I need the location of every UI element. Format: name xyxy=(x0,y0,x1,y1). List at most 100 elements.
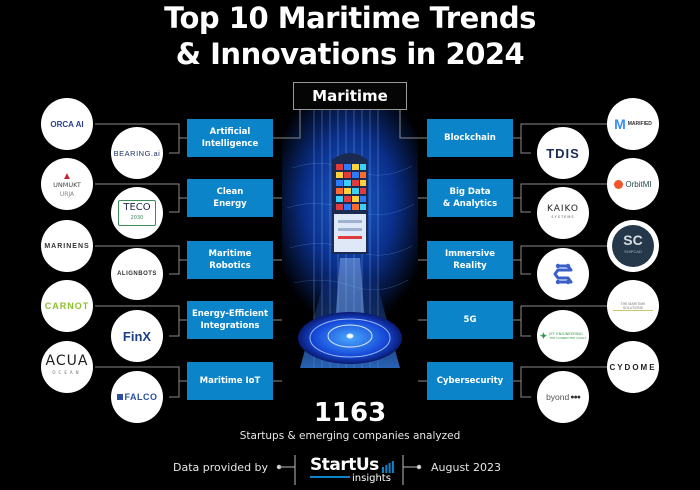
logo-finx[interactable]: FinX xyxy=(111,310,163,362)
brand-sub: insights xyxy=(352,473,391,484)
trend-label: Intelligence xyxy=(201,139,259,149)
trend-maritime-robotics[interactable]: Maritime Robotics xyxy=(187,241,273,279)
logo-carnot[interactable]: CARNOT xyxy=(41,280,93,332)
brand-underline xyxy=(310,476,350,478)
logo-text: JET ENGINEERING xyxy=(549,331,583,336)
connector-right-5 xyxy=(513,366,607,398)
connector-center-right-1 xyxy=(399,110,427,139)
trend-label: Immersive xyxy=(444,249,496,259)
logo-text: TECO xyxy=(123,202,151,213)
page-title-line-1: Top 10 Maritime Trends xyxy=(164,1,536,35)
trend-blockchain[interactable]: Blockchain xyxy=(427,119,513,157)
connector-left-1 xyxy=(95,123,187,154)
connector-left-5 xyxy=(95,366,187,398)
brand-name: StartUs xyxy=(310,455,379,475)
square-icon xyxy=(116,394,123,400)
trend-label: Energy xyxy=(213,199,247,209)
logo-text: URJA xyxy=(59,191,75,198)
trend-energy-efficient-integrations[interactable]: Energy-Efficient Integrations xyxy=(187,301,273,339)
container-ship xyxy=(332,153,368,254)
logo-text: FinX xyxy=(122,328,152,344)
trend-label: Clean xyxy=(216,187,244,197)
connector-right-4 xyxy=(513,305,607,337)
logo-teco-2030[interactable]: TECO 2030 xyxy=(111,187,163,239)
trend-5g[interactable]: 5G xyxy=(427,301,513,339)
logo-text: TDIS xyxy=(546,145,580,161)
logo-text: 2030 xyxy=(130,215,144,221)
trend-maritime-iot[interactable]: Maritime IoT xyxy=(187,362,273,400)
m-icon: M xyxy=(614,116,626,132)
connector-right-3 xyxy=(513,245,607,275)
logo-falco[interactable]: FALCO xyxy=(111,371,163,423)
ship-illustration xyxy=(282,108,418,368)
logo-text: ORCA AI xyxy=(50,119,84,129)
logo-text: ALIGNBOTS xyxy=(117,271,157,277)
trend-label: Energy-Efficient xyxy=(191,309,269,319)
logo-acua-ocean[interactable]: ACUA OCEAN xyxy=(41,341,93,393)
trend-big-data-analytics[interactable]: Big Data & Analytics xyxy=(427,179,513,217)
logo-text: byond xyxy=(546,392,570,402)
trend-label: Cybersecurity xyxy=(436,376,504,386)
logo-text: MARINENS xyxy=(44,242,90,250)
logo-unmukt-urja[interactable]: ▲ UNMUKT URJA xyxy=(41,158,93,210)
trend-cybersecurity[interactable]: Cybersecurity xyxy=(427,362,513,400)
logo-alignbots[interactable]: ALIGNBOTS xyxy=(111,248,163,300)
connector-right-1 xyxy=(513,123,607,154)
data-provided-by-label: Data provided by xyxy=(173,461,269,474)
figure-icon: ✦ xyxy=(539,330,548,341)
connector-center-left-1 xyxy=(273,110,301,139)
logo-cydome[interactable]: CYDOME xyxy=(607,341,659,393)
connector-right-2 xyxy=(513,183,607,213)
startup-count: 1163 xyxy=(313,398,387,428)
trend-clean-energy[interactable]: Clean Energy xyxy=(187,179,273,217)
logo-tdis[interactable]: TDIS xyxy=(537,127,589,179)
logo-marified[interactable]: M MARIFIED xyxy=(607,98,659,150)
logo-text: FALCO xyxy=(124,392,158,402)
startup-count-label: Startups & emerging companies analyzed xyxy=(239,430,461,442)
bull-icon: ▲ xyxy=(62,171,72,182)
logo-text: BEARING.ai xyxy=(113,148,161,158)
logo-orbitmi[interactable]: OrbitMI xyxy=(607,158,659,210)
logo-shipcad[interactable]: SC SHIPCAD xyxy=(607,220,659,272)
connector-left-2 xyxy=(95,183,187,213)
logo-text: UNMUKT xyxy=(53,181,81,189)
logo-the-maritime-solutions[interactable]: THE MARITIME SOLUTIONS xyxy=(607,280,659,332)
logo-text: OrbitMI xyxy=(625,179,652,189)
logo-text: CARNOT xyxy=(44,301,90,311)
trend-label: & Analytics xyxy=(442,199,498,209)
connector-left-4 xyxy=(95,305,187,337)
logo-text: SYSTEMS xyxy=(551,215,575,219)
logo-text: KAIKO xyxy=(546,204,580,214)
logo-text: CYDOME xyxy=(609,362,657,372)
logo-jet-engineering[interactable]: ✦ JET ENGINEERING THE CONNECTED COAST xyxy=(537,310,589,362)
footer-divider-lines xyxy=(276,455,422,485)
trend-label: Reality xyxy=(453,261,487,271)
logo-text: FALCO xyxy=(116,392,158,402)
hexagon-network-icon xyxy=(553,263,573,285)
logo-byond[interactable]: byond ●●● xyxy=(537,371,589,423)
logo-text: ACUA xyxy=(45,353,89,369)
trend-immersive-reality[interactable]: Immersive Reality xyxy=(427,241,513,279)
startus-insights-logo[interactable]: StartUs insights xyxy=(308,455,394,487)
report-date: August 2023 xyxy=(431,461,501,474)
logo-text: THE MARITIME SOLUTIONS xyxy=(613,302,653,311)
logo-marinens[interactable]: MARINENS xyxy=(41,220,93,272)
center-category-label: Maritime xyxy=(293,82,407,110)
logo-s-network[interactable] xyxy=(537,248,589,300)
trend-artificial-intelligence[interactable]: Artificial Intelligence xyxy=(187,119,273,157)
connector-left-3 xyxy=(95,245,187,275)
trend-label: Maritime IoT xyxy=(199,376,261,386)
page-title-line-2: & Innovations in 2024 xyxy=(175,37,525,71)
trend-label: Integrations xyxy=(200,321,260,331)
signal-bars-icon xyxy=(382,461,394,473)
hologram-rings xyxy=(309,318,391,358)
logo-kaiko-systems[interactable]: KAIKO SYSTEMS xyxy=(537,187,589,239)
trend-label: 5G xyxy=(463,315,477,325)
logo-orca-ai[interactable]: ORCA AI xyxy=(41,98,93,150)
logo-text: MARIFIED xyxy=(627,121,652,127)
logo-bearing-ai[interactable]: BEARING.ai xyxy=(111,127,163,179)
trend-label: Artificial xyxy=(209,127,251,137)
trend-label: Maritime xyxy=(208,249,252,259)
logo-text: SC xyxy=(623,232,643,248)
